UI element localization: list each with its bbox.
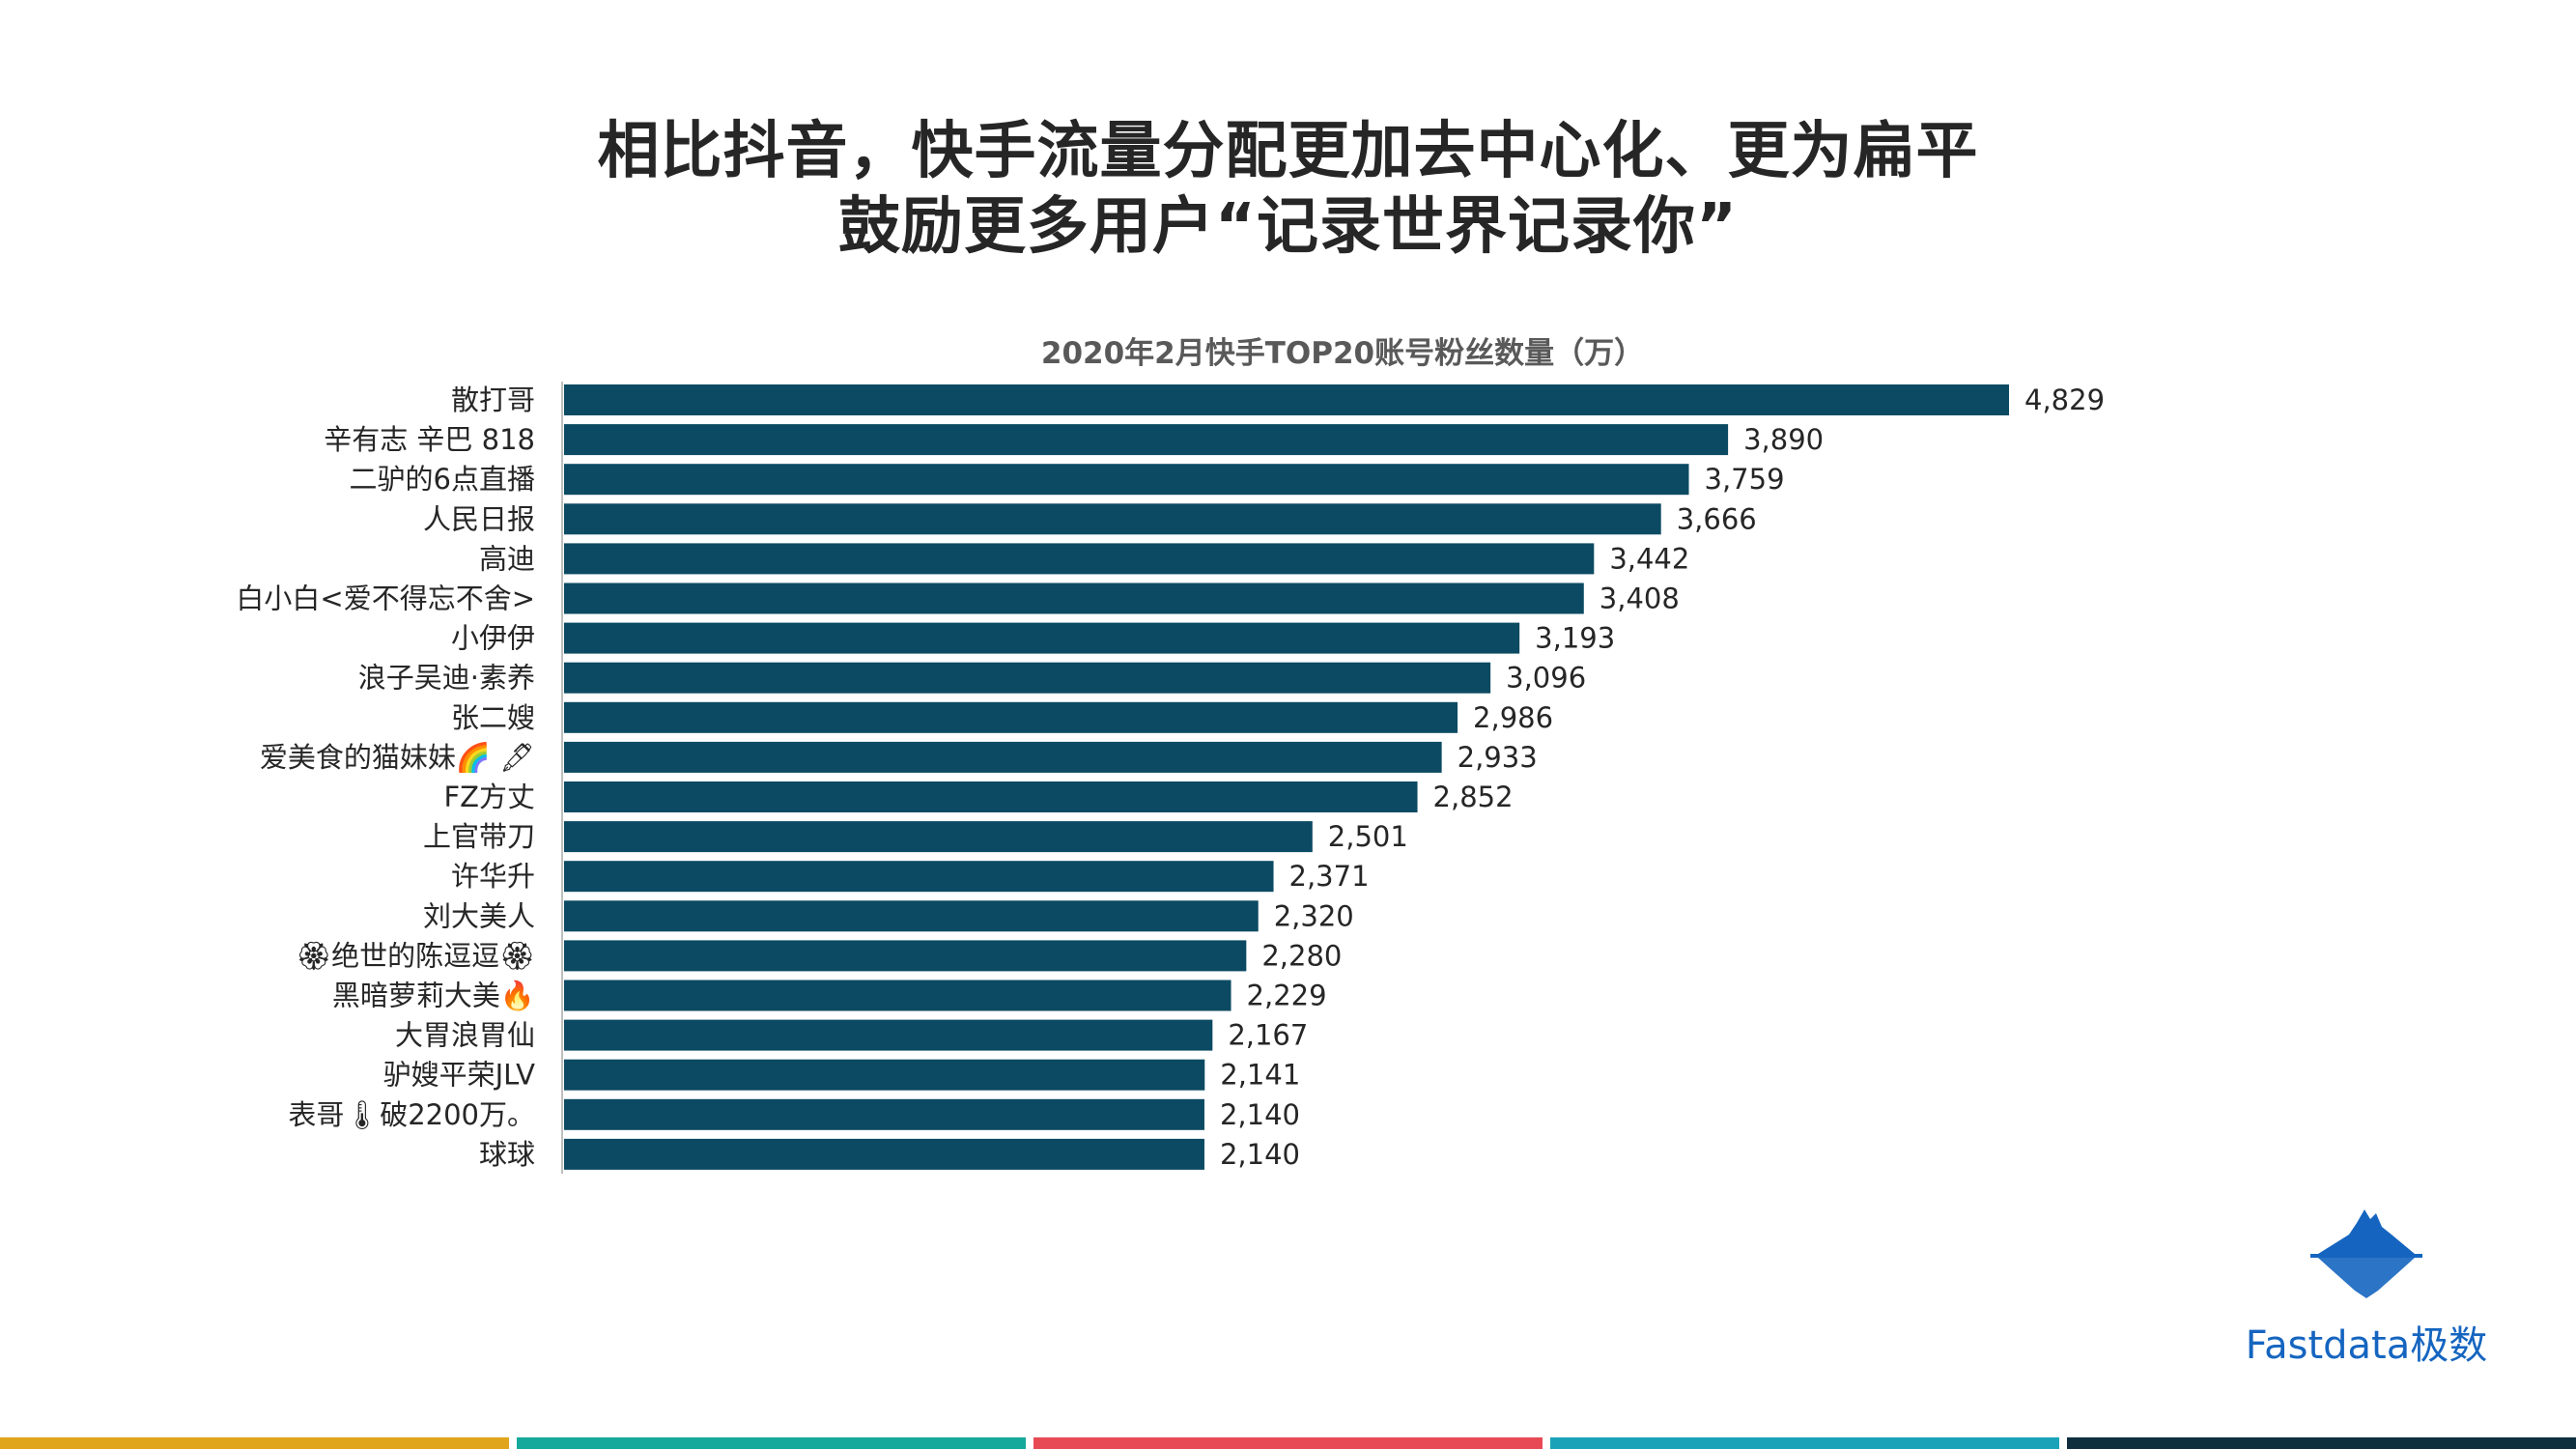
bar [564,424,1729,456]
bar [564,503,1661,535]
footer-stripe [1033,1437,1543,1449]
bar [564,1059,1205,1091]
value-label: 3,442 [1609,542,1689,575]
footer-stripe [517,1437,1026,1449]
headline-line-2: 鼓励更多用户“记录世界记录你” [837,191,1739,263]
page-headline: 相比抖音，快手流量分配更加去中心化、更为扁平 鼓励更多用户“记录世界记录你” [0,114,2576,265]
value-label: 2,141 [1220,1059,1300,1092]
bar [564,980,1231,1011]
value-label: 3,890 [1743,423,1824,456]
bar [564,861,1274,893]
value-label: 4,829 [2024,384,2105,416]
category-label: 二驴的6点直播 [350,463,535,496]
bars-group: 散打哥 4,829 辛有志 辛巴 818 3,890 二驴的6点直播 3,759 人民日报 3… [236,384,2105,1171]
value-label: 2,986 [1473,701,1553,734]
bar [564,464,1689,496]
bar [564,1019,1213,1051]
value-label: 2,933 [1458,741,1538,774]
category-label: 🏵绝世的陈逗逗🏵 [296,939,535,972]
bar [564,622,1520,654]
category-label: FZ方丈 [443,781,535,813]
category-label: 辛有志 辛巴 818 [324,423,535,456]
bar [564,1098,1204,1130]
footer-stripe [1550,1437,2059,1449]
category-label: 黑暗萝莉大美🔥 [332,980,535,1012]
category-label: 人民日报 [423,502,535,535]
iceberg-logo-icon [2310,1209,2422,1298]
category-label: 上官带刀 [423,820,535,853]
category-label: 许华升 [451,860,535,893]
category-label: 驴嫂平荣JLV [383,1059,536,1092]
brand-name: Fastdata极数 [2245,1323,2488,1368]
value-label: 2,229 [1247,980,1327,1012]
bar [564,781,1418,812]
bar [564,543,1595,575]
footer-stripes [0,1437,2576,1449]
headline-line-1: 相比抖音，快手流量分配更加去中心化、更为扁平 [597,116,1979,187]
value-label: 2,852 [1433,781,1514,813]
value-label: 2,280 [1261,939,1342,972]
category-label: 表哥🌡破2200万。 [288,1098,535,1131]
value-label: 2,140 [1220,1098,1300,1131]
bar [564,1138,1204,1170]
bar [564,582,1584,614]
category-label: 球球 [479,1138,535,1171]
category-label: 小伊伊 [451,622,535,655]
bar [564,821,1313,853]
category-label: 散打哥 [451,384,535,416]
value-label: 2,501 [1328,820,1408,853]
category-label: 大胃浪胃仙 [395,1019,535,1052]
bar [564,900,1259,932]
value-label: 3,096 [1506,662,1586,695]
category-label: 张二嫂 [451,701,535,734]
footer-stripe [2067,1437,2576,1449]
category-label: 刘大美人 [423,899,535,932]
value-label: 2,167 [1228,1019,1308,1052]
value-label: 2,320 [1274,899,1354,932]
brand-block: Fastdata极数 [2222,1198,2511,1368]
value-label: 3,759 [1705,463,1785,496]
bar [564,662,1491,694]
bar [564,940,1247,972]
category-label: 浪子吴迪·素养 [358,662,535,695]
category-label: 白小白<爱不得忘不舍> [236,582,535,615]
category-label: 高迪 [479,542,535,575]
value-label: 2,140 [1220,1138,1300,1171]
value-label: 3,408 [1599,582,1680,615]
bar [564,701,1458,733]
bar-chart: 2020年2月快手TOP20账号粉丝数量（万） 散打哥 4,829 辛有志 辛巴 8… [236,336,2105,1174]
value-label: 3,193 [1535,622,1615,655]
footer-stripe [0,1437,509,1449]
category-label: 爱美食的猫妹妹🌈 🖋 [260,740,535,774]
bar [564,384,2009,415]
value-label: 2,371 [1289,860,1370,893]
value-label: 3,666 [1677,502,1757,535]
chart-title: 2020年2月快手TOP20账号粉丝数量（万） [1041,336,1644,371]
bar [564,741,1442,773]
